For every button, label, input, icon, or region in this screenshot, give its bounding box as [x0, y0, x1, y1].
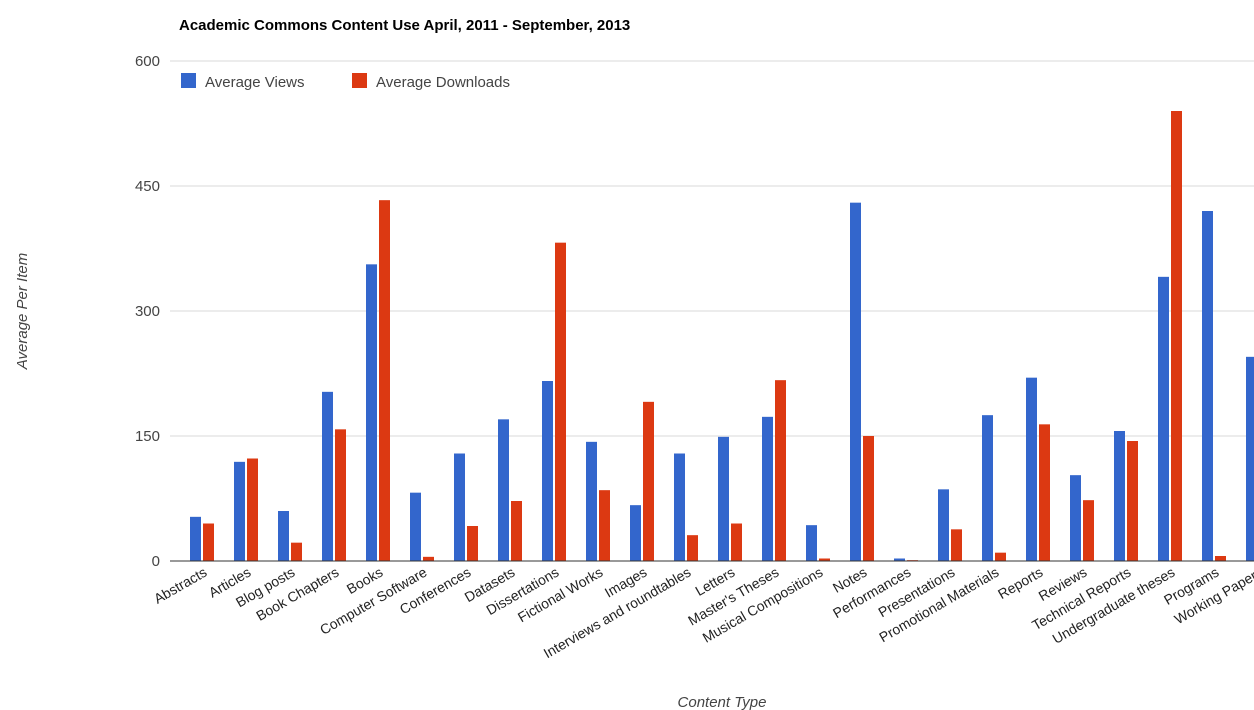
bar-downloads — [863, 436, 874, 561]
bar-downloads — [247, 458, 258, 561]
legend: Average Views Average Downloads — [181, 73, 510, 91]
bar-downloads — [731, 523, 742, 561]
bar-downloads — [819, 558, 830, 561]
bar-views — [366, 264, 377, 561]
bar-downloads — [423, 556, 434, 561]
bar-views — [938, 489, 949, 561]
bars — [190, 111, 1254, 561]
bar-views — [762, 416, 773, 561]
bar-downloads — [1083, 500, 1094, 561]
y-axis-ticks: 0 150 300 450 600 — [135, 53, 160, 570]
legend-swatch-downloads — [352, 73, 367, 88]
bar-downloads — [599, 490, 610, 561]
bar-views — [1070, 475, 1081, 561]
y-axis-title: Average Per Item — [14, 253, 31, 370]
legend-label-views: Average Views — [205, 74, 305, 91]
legend-swatch-views — [181, 73, 196, 88]
bar-downloads — [1215, 556, 1226, 561]
bar-downloads — [1039, 424, 1050, 561]
bar-views — [498, 419, 509, 561]
bar-views — [278, 511, 289, 561]
bar-views — [1246, 356, 1254, 561]
x-tick-label: Abstracts — [151, 564, 210, 607]
bar-downloads — [335, 429, 346, 561]
bar-downloads — [1171, 111, 1182, 561]
bar-views — [410, 492, 421, 561]
bar-views — [454, 453, 465, 561]
bar-views — [586, 441, 597, 561]
chart-title: Academic Commons Content Use April, 2011… — [179, 17, 630, 34]
bar-views — [322, 391, 333, 561]
bar-views — [542, 381, 553, 561]
bar-downloads — [775, 380, 786, 561]
bar-downloads — [467, 526, 478, 561]
y-tick-label: 450 — [135, 178, 160, 195]
bar-views — [850, 202, 861, 561]
bar-downloads — [951, 529, 962, 561]
x-tick-label: Reports — [995, 564, 1045, 602]
bar-views — [982, 415, 993, 561]
y-tick-label: 300 — [135, 303, 160, 320]
y-tick-label: 150 — [135, 428, 160, 445]
bar-downloads — [511, 501, 522, 561]
bar-views — [1202, 211, 1213, 561]
bar-downloads — [687, 535, 698, 561]
gridlines — [170, 60, 1254, 437]
bar-views — [718, 436, 729, 561]
x-axis-title: Content Type — [678, 694, 767, 710]
bar-views — [630, 505, 641, 561]
bar-downloads — [1127, 441, 1138, 561]
bar-views — [674, 453, 685, 561]
legend-label-downloads: Average Downloads — [376, 74, 510, 91]
bar-downloads — [291, 542, 302, 561]
bar-views — [894, 558, 905, 561]
bar-views — [806, 525, 817, 561]
bar-downloads — [203, 523, 214, 561]
y-tick-label: 0 — [152, 553, 160, 570]
bar-views — [1114, 431, 1125, 561]
bar-downloads — [555, 242, 566, 561]
bar-downloads — [643, 401, 654, 561]
bar-views — [1158, 276, 1169, 561]
bar-downloads — [995, 552, 1006, 561]
bar-views — [234, 461, 245, 561]
bar-views — [190, 516, 201, 561]
y-tick-label: 600 — [135, 53, 160, 70]
bar-views — [1026, 377, 1037, 561]
bar-downloads — [379, 200, 390, 561]
